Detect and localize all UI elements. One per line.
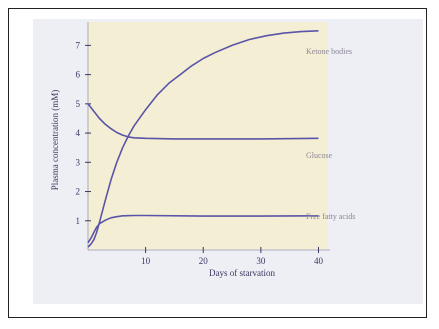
series-labels: Ketone bodies Glucose Free fatty acids (306, 47, 355, 221)
series-lines (87, 30, 319, 248)
y-tick-label: 5 (76, 99, 81, 109)
x-tick-label: 20 (199, 256, 209, 266)
y-tick-label: 4 (76, 128, 81, 138)
y-tick-label: 1 (76, 216, 81, 226)
x-axis-title: Days of starvation (209, 268, 275, 278)
axes: 1 2 3 4 5 6 7 10 20 30 40 (76, 22, 330, 266)
series-label-glucose: Glucose (306, 151, 333, 160)
x-tick-label: 40 (314, 256, 324, 266)
series-line-glucose (87, 103, 319, 140)
y-tick-label: 2 (76, 187, 81, 197)
y-tick-label: 7 (76, 40, 81, 50)
y-tick-label: 3 (76, 157, 81, 167)
y-tick-label: 6 (76, 70, 81, 80)
y-axis-title: Plasma concentration (mM) (50, 90, 60, 190)
x-tick-label: 10 (141, 256, 151, 266)
series-label-ketone-bodies: Ketone bodies (306, 47, 352, 56)
series-label-free-fatty-acids: Free fatty acids (306, 212, 355, 221)
x-tick-label: 30 (256, 256, 266, 266)
series-line-free-fatty-acids (87, 214, 319, 244)
